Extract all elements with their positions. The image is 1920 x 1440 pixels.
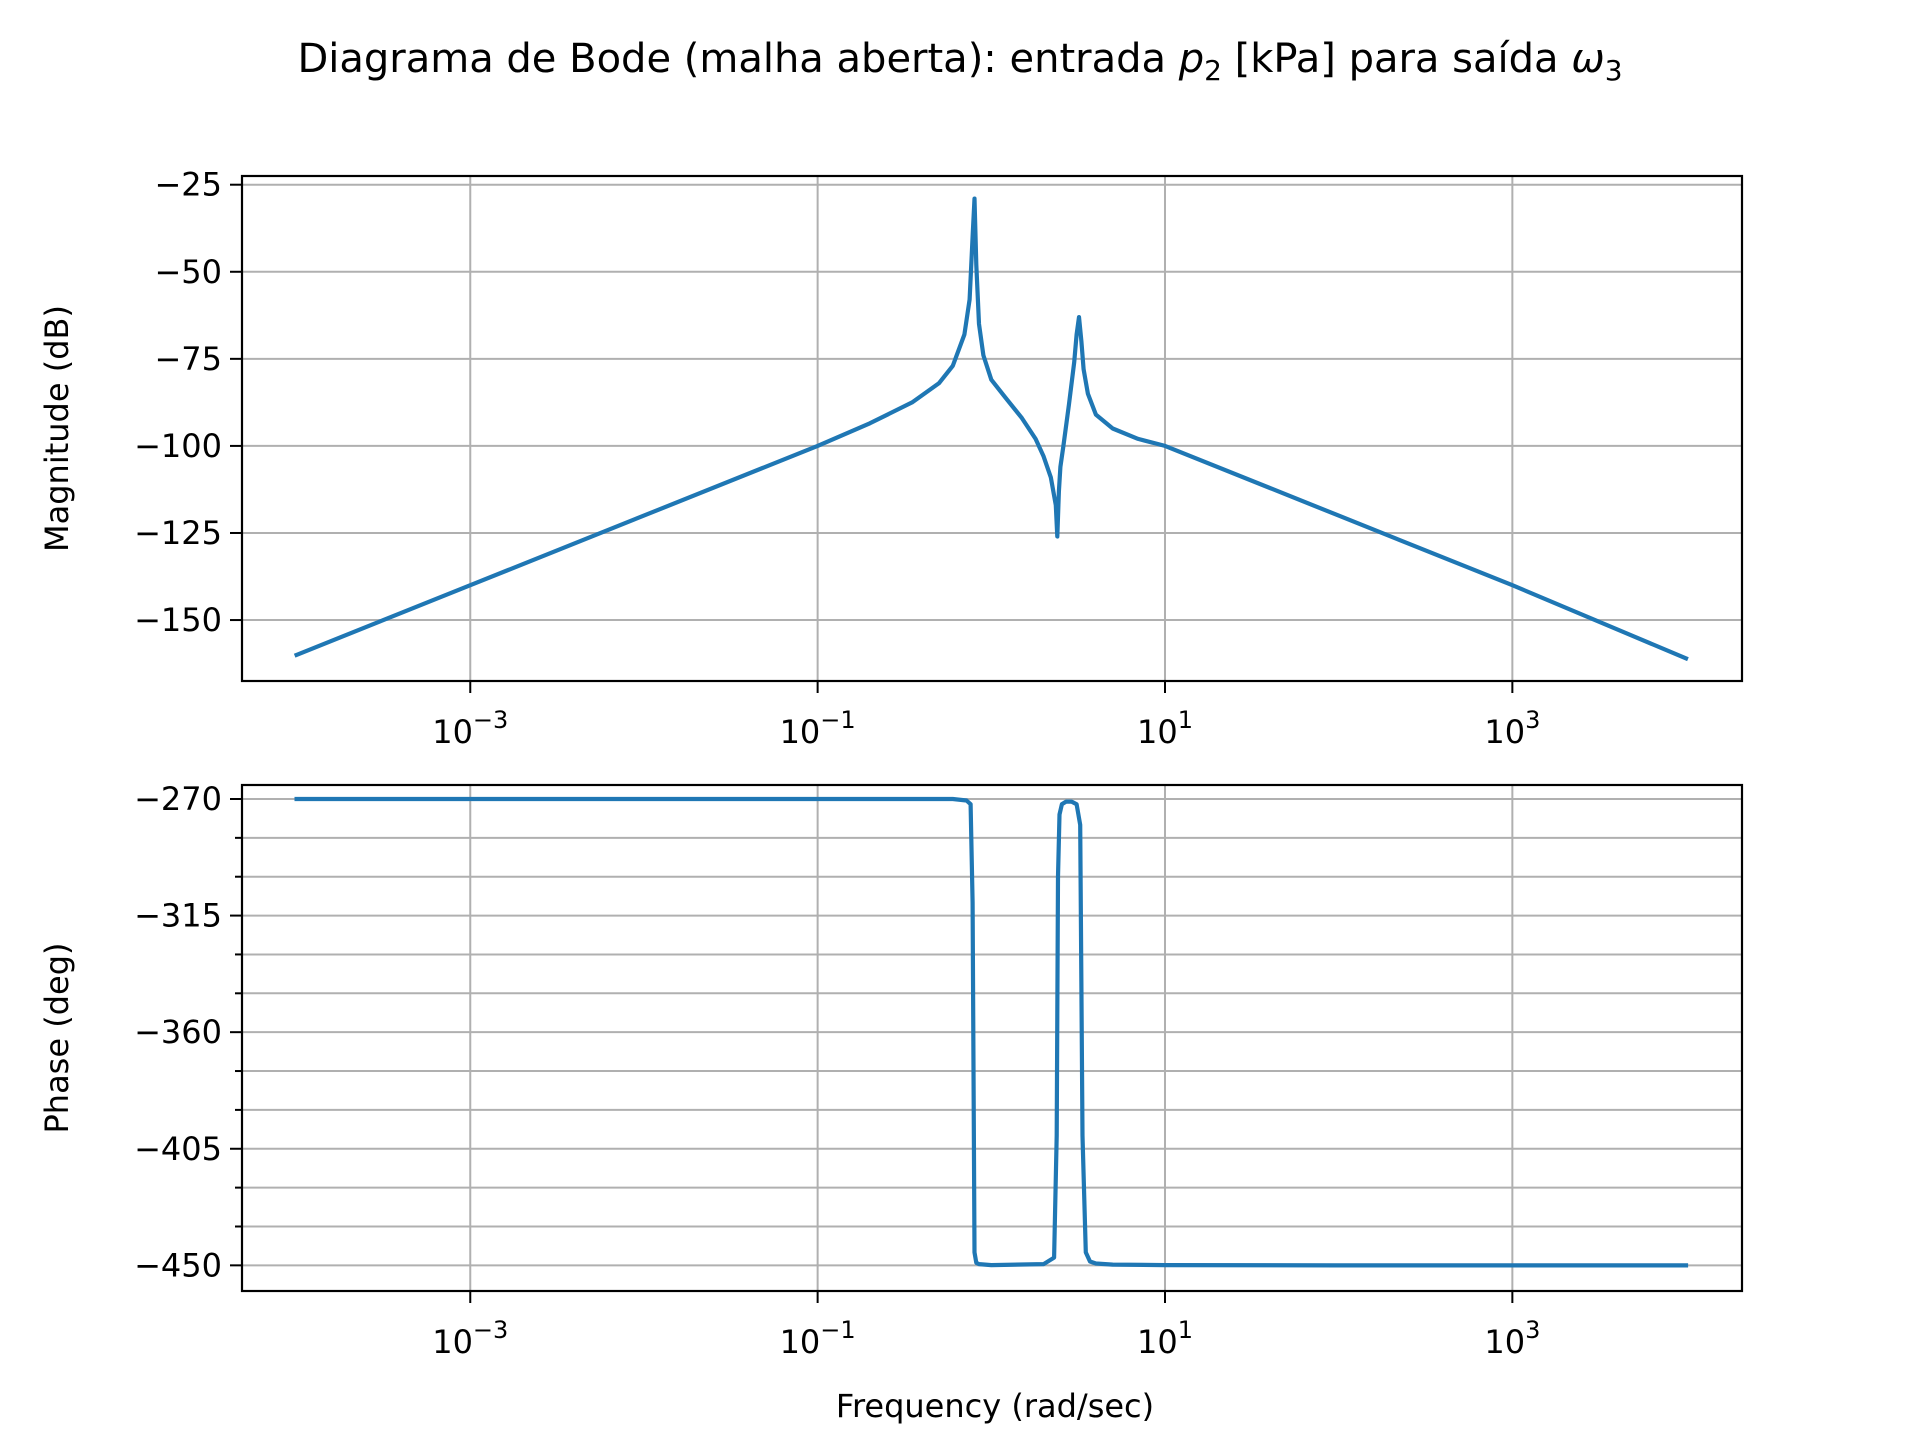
phase-y-tick-label: −360 [134,1013,222,1051]
phase-y-tick-label: −450 [134,1246,222,1284]
magnitude-y-axis-label: Magnitude (dB) [38,305,76,552]
title-input-subscript: 2 [1204,54,1222,87]
phase-panel: −270 −315 −360 −405 −450 10−3 10−1 101 103 Phase … [38,780,1744,1361]
phase-series-line [294,796,1689,1268]
phase-x-tick-label: 10−1 [780,1316,856,1361]
magnitude-series-line [293,196,1689,662]
title-output-subscript: 3 [1605,54,1623,87]
magnitude-y-tick-label: −125 [134,514,222,552]
x-axis-label: Frequency (rad/sec) [836,1387,1154,1425]
title-prefix: Diagrama de Bode (malha aberta): entrada [297,36,1178,82]
magnitude-x-tick-label: 103 [1484,706,1540,751]
phase-x-tick-label: 101 [1137,1316,1193,1361]
magnitude-y-tick-label: −100 [134,427,222,465]
title-input-symbol: p [1178,36,1204,82]
magnitude-x-tick-label: 10−1 [780,706,856,751]
phase-x-tick-label: 10−3 [432,1316,508,1361]
phase-x-tick-label: 103 [1484,1316,1540,1361]
magnitude-axes-frame [240,174,1744,683]
chart-title: Diagrama de Bode (malha aberta): entrada… [297,36,1622,87]
phase-y-tick-label: −270 [134,780,222,818]
magnitude-y-tick-label: −25 [154,166,222,204]
title-output-symbol: ω [1571,36,1605,82]
magnitude-panel: −25 −50 −75 −100 −125 −150 10−3 10−1 101 103 Magni… [38,166,1744,751]
magnitude-y-tick-label: −50 [154,253,222,291]
magnitude-x-tick-label: 10−3 [432,706,508,751]
phase-y-tick-label: −315 [134,897,222,935]
magnitude-x-tick-label: 101 [1137,706,1193,751]
title-middle: [kPa] para saída [1222,36,1571,82]
phase-y-axis-label: Phase (deg) [38,943,76,1134]
magnitude-y-tick-label: −75 [154,340,222,378]
phase-axes-frame [240,783,1744,1293]
phase-y-tick-label: −405 [134,1130,222,1168]
magnitude-y-tick-label: −150 [134,601,222,639]
